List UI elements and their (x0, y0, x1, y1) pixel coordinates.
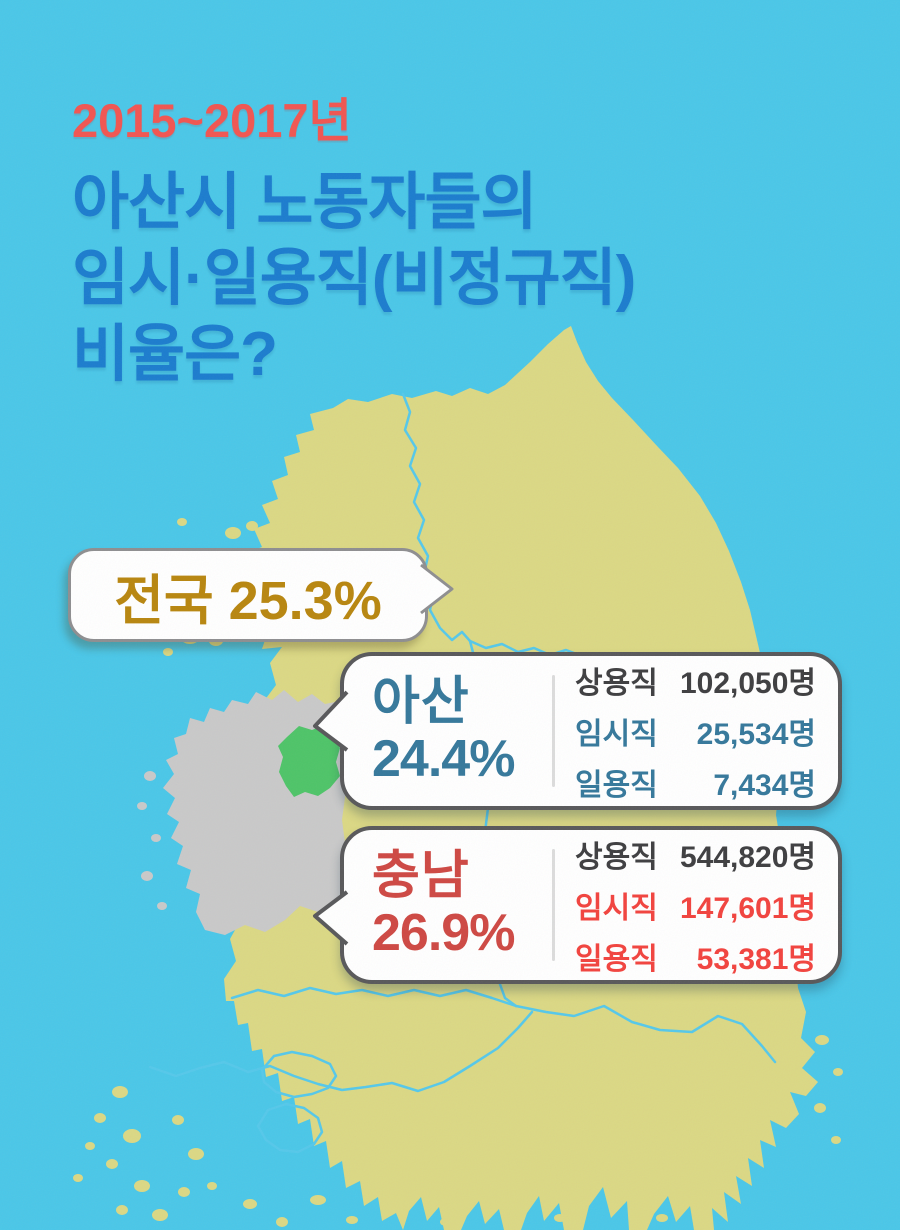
stat-value: 147,601명 (679, 892, 816, 925)
stat-row: 상용직 544,820명 (575, 832, 816, 876)
asan-callout: 아산 24.4% 상용직 102,050명 임시직 25,534명 일용직 7,… (313, 652, 842, 810)
stat-row: 일용직 53,381명 (575, 934, 816, 978)
chungnam-region-name: 충남 (372, 847, 470, 905)
stat-value: 102,050명 (679, 667, 816, 700)
period-title: 2015~2017년 (72, 94, 352, 147)
chungnam-islands (137, 771, 167, 910)
national-callout: 전국 25.3% (68, 548, 454, 642)
divider (552, 675, 555, 787)
chungnam-region-block: 충남 26.9% (372, 848, 548, 962)
header: 2015~2017년 아산시 노동자들의 임시·일용직(비정규직) 비율은? (72, 82, 636, 393)
chungnam-stat-rows: 상용직 544,820명 임시직 147,601명 일용직 53,381명 (575, 832, 816, 978)
main-title-line1: 아산시 노동자들의 (72, 168, 538, 237)
stat-row: 임시직 25,534명 (575, 709, 816, 753)
main-title-line2: 임시·일용직(비정규직) (72, 244, 636, 313)
asan-stat-rows: 상용직 102,050명 임시직 25,534명 일용직 7,434명 (575, 658, 816, 804)
chungnam-callout: 충남 26.9% 상용직 544,820명 임시직 147,601명 일용직 5… (313, 826, 842, 984)
stat-row: 상용직 102,050명 (575, 658, 816, 702)
stat-label: 일용직 (575, 769, 658, 802)
chungnam-region-rate: 26.9% (372, 904, 515, 962)
national-callout-tail (418, 563, 454, 615)
stat-label: 임시직 (575, 892, 658, 925)
stat-label: 일용직 (575, 943, 658, 976)
stat-row: 임시직 147,601명 (575, 883, 816, 927)
stat-value: 544,820명 (679, 841, 816, 874)
stat-label: 상용직 (575, 667, 658, 700)
stat-label: 상용직 (575, 841, 658, 874)
asan-region-rate: 24.4% (372, 730, 515, 788)
stat-value: 53,381명 (696, 943, 816, 976)
asan-callout-tail (313, 690, 349, 752)
asan-region-block: 아산 24.4% (372, 674, 548, 788)
national-rate-text: 전국 25.3% (114, 570, 382, 631)
stat-row: 일용직 7,434명 (575, 760, 816, 804)
main-title: 아산시 노동자들의 임시·일용직(비정규직) 비율은? (72, 165, 636, 393)
stat-label: 임시직 (575, 718, 658, 751)
divider (552, 849, 555, 961)
stat-value: 7,434명 (713, 769, 816, 802)
main-title-line3: 비율은? (72, 320, 278, 389)
asan-region-name: 아산 (372, 673, 470, 731)
stat-value: 25,534명 (696, 718, 816, 751)
chungnam-callout-tail (313, 890, 349, 946)
